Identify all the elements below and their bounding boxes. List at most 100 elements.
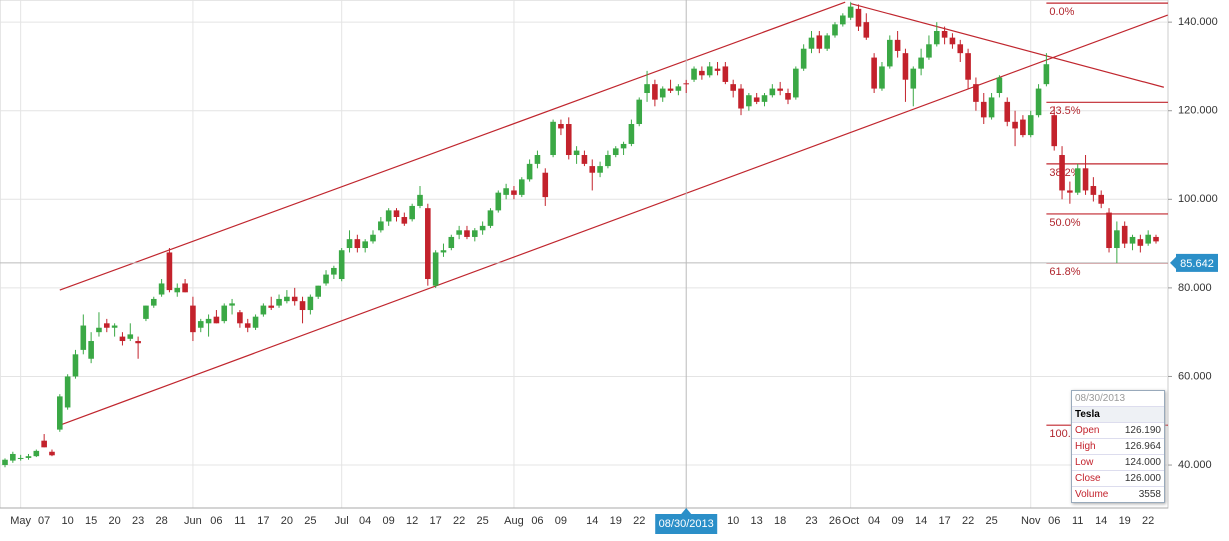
candle-body	[777, 88, 783, 91]
tooltip-row: Volume 3558	[1072, 486, 1164, 502]
candle-body	[291, 296, 298, 302]
candle-body	[879, 66, 885, 89]
price-marker	[1176, 253, 1218, 272]
candle-body	[973, 84, 979, 102]
candle-body	[871, 57, 877, 89]
candle-body	[448, 236, 455, 249]
x-tick-label: Jun	[184, 515, 202, 527]
candle-body	[573, 150, 580, 156]
x-tick-label: 11	[234, 515, 245, 527]
candle-body	[1051, 115, 1058, 147]
fib-label: 0.0%	[1049, 6, 1074, 18]
trendline	[850, 2, 1164, 88]
candle-body	[714, 68, 721, 71]
candle-body	[229, 303, 235, 306]
x-tick-label: Nov	[1021, 515, 1041, 527]
fib-label: 50.0%	[1049, 217, 1080, 229]
tooltip-row: Close 126.000	[1072, 470, 1164, 486]
candle-body	[1098, 194, 1104, 204]
candle-body	[824, 35, 830, 49]
candle-body	[2, 459, 8, 466]
candle-body	[511, 190, 517, 195]
x-tick-label: 09	[891, 515, 903, 527]
x-tick-label: 23	[132, 515, 144, 527]
trendline	[59, 1, 846, 291]
candle-body	[103, 323, 110, 328]
date-marker	[655, 514, 718, 534]
candle-body	[299, 301, 306, 311]
x-tick-label: 25	[985, 515, 997, 527]
y-tick-label: 140.000	[1178, 16, 1218, 28]
candle-body	[1059, 155, 1065, 191]
candle-body	[605, 155, 611, 167]
candle-body	[691, 68, 697, 80]
candle-body	[675, 86, 682, 91]
candle-body	[119, 336, 126, 342]
candle-body	[385, 210, 392, 222]
y-tick-label: 120.000	[1178, 105, 1218, 117]
fib-label: 23.5%	[1049, 105, 1080, 117]
candle-body	[558, 124, 564, 129]
candle-body	[769, 88, 776, 96]
candle-body	[237, 312, 243, 324]
x-tick-label: 14	[1095, 515, 1107, 527]
x-tick-label: May	[10, 515, 31, 527]
candle-body	[730, 84, 736, 91]
candle-body	[542, 172, 549, 198]
candle-body	[988, 97, 995, 118]
candle-body	[534, 155, 541, 164]
x-tick-label: Oct	[842, 515, 859, 527]
candle-body	[440, 250, 447, 253]
x-tick-label: 06	[531, 515, 543, 527]
candle-body	[597, 166, 603, 173]
x-tick-label: Aug	[504, 515, 524, 527]
x-tick-label: 15	[85, 515, 97, 527]
candle-body	[1020, 119, 1026, 136]
candle-body	[409, 205, 415, 220]
candle-body	[832, 24, 838, 36]
candle-body	[432, 252, 439, 286]
candle-body	[738, 88, 744, 109]
candle-body	[793, 68, 799, 98]
tooltip-value: 124.000	[1124, 457, 1161, 468]
x-tick-label: 17	[257, 515, 269, 527]
candle-body	[417, 194, 423, 206]
candle-body	[479, 225, 486, 231]
candle-body	[362, 241, 368, 249]
x-tick-label: 17	[938, 515, 950, 527]
candle-body	[182, 283, 188, 293]
candle-body	[150, 298, 157, 306]
x-tick-label: 07	[38, 515, 50, 527]
candle-body	[1067, 190, 1073, 193]
candle-body	[57, 396, 63, 430]
tooltip-key: Close	[1075, 473, 1101, 484]
candle-body	[667, 88, 674, 91]
candle-body	[495, 192, 502, 211]
candle-body	[143, 305, 149, 319]
candle-body	[49, 451, 55, 456]
candle-body	[244, 323, 251, 328]
candle-body	[722, 66, 729, 82]
x-tick-label: 25	[304, 515, 316, 527]
candle-body	[33, 450, 40, 457]
x-tick-label: 19	[1119, 515, 1131, 527]
candle-body	[1082, 168, 1089, 191]
candle-body	[926, 44, 932, 58]
x-tick-label: 04	[359, 515, 371, 527]
candle-body	[1090, 186, 1097, 195]
candle-body	[518, 179, 525, 195]
y-tick-label: 60.000	[1178, 370, 1212, 382]
candle-body	[816, 35, 823, 49]
x-tick-label: 14	[915, 515, 927, 527]
x-tick-label: 06	[210, 515, 222, 527]
candle-body	[252, 316, 259, 328]
candle-body	[980, 101, 987, 118]
candle-body	[10, 453, 16, 461]
candle-body	[472, 230, 478, 237]
tooltip-value: 126.964	[1124, 441, 1161, 452]
tooltip-name: Tesla	[1072, 406, 1164, 422]
candle-body	[933, 31, 940, 45]
candle-body	[957, 44, 964, 54]
candle-body	[863, 22, 870, 38]
candle-body	[753, 97, 760, 102]
